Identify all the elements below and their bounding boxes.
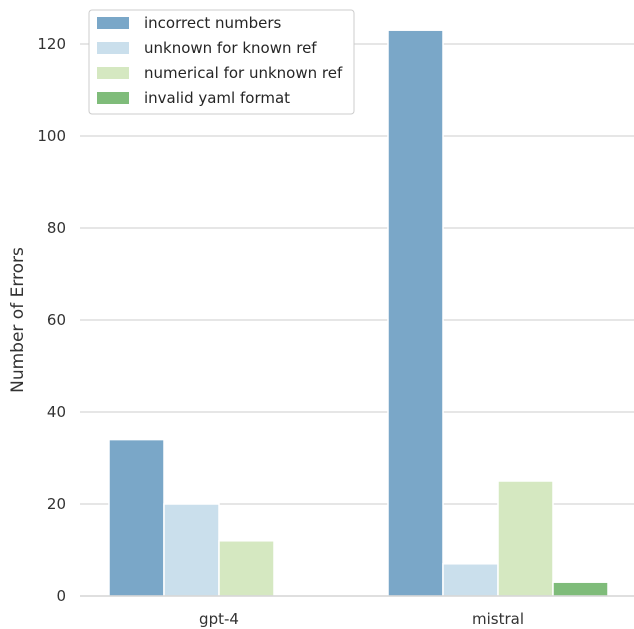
bar-numerical-for-unknown-ref-mistral [497,480,554,597]
legend-swatch [97,17,129,29]
bar-incorrect-numbers-mistral [387,29,444,597]
x-tick-label-gpt-4: gpt-4 [199,610,239,628]
y-tick-label: 60 [47,311,66,329]
legend-swatch [97,67,129,79]
legend-frame [88,9,355,115]
legend-swatch [97,92,129,104]
bar-incorrect-numbers-gpt-4 [108,438,165,597]
legend: incorrect numbers unknown for known ref nu… [88,9,355,115]
y-axis-label: Number of Errors [8,247,28,393]
x-tick-label-mistral: mistral [472,610,524,628]
y-tick-label: 120 [37,35,66,53]
legend-label: unknown for known ref [144,39,317,57]
y-tick-label: 100 [37,127,66,145]
y-tick-label: 40 [47,403,66,421]
y-tick-labels: 0 20 40 60 80 100 120 [37,35,66,605]
legend-label: numerical for unknown ref [144,64,343,82]
bar-invalid-yaml-format-mistral [552,581,609,597]
legend-label: incorrect numbers [144,14,282,32]
bar-unknown-for-known-ref-gpt-4 [163,503,220,597]
y-tick-label: 20 [47,495,66,513]
x-tick-labels: gpt-4 mistral [199,610,524,628]
y-tick-label: 80 [47,219,66,237]
bar-unknown-for-known-ref-mistral [442,563,499,597]
bar-numerical-for-unknown-ref-gpt-4 [218,540,275,597]
y-tick-label: 0 [56,587,66,605]
legend-label: invalid yaml format [144,89,290,107]
bars-group [108,29,609,597]
legend-swatch [97,42,129,54]
